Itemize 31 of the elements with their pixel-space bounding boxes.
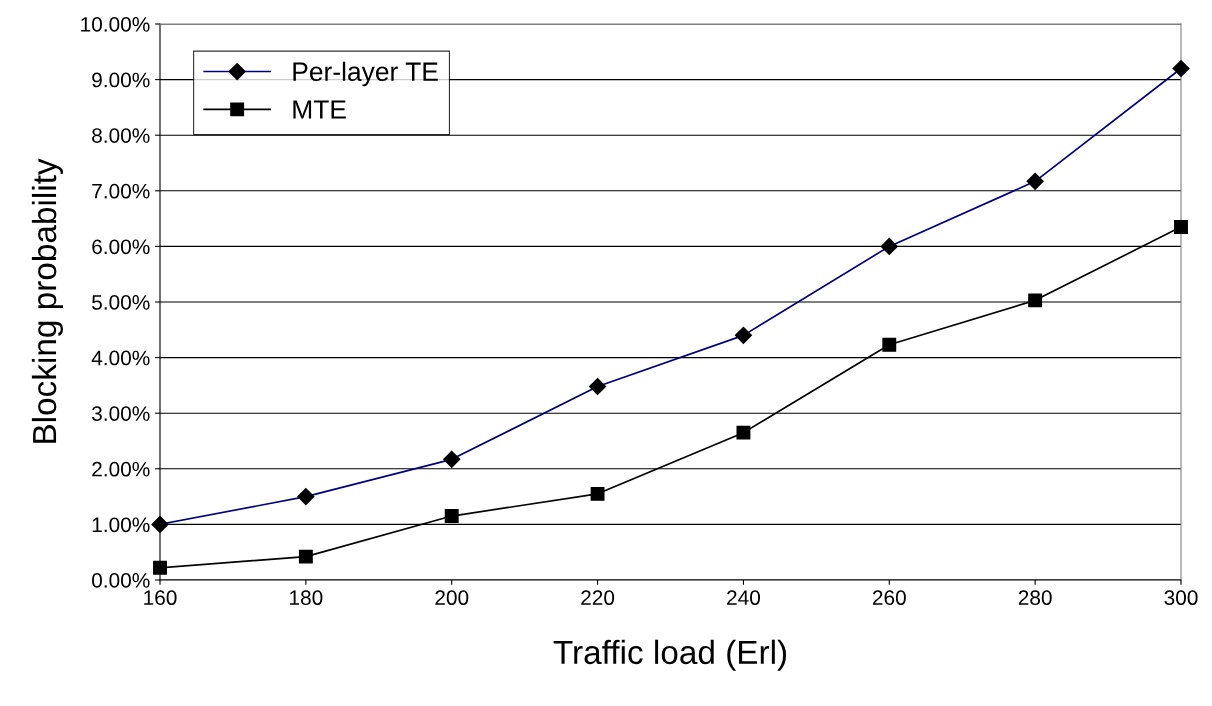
y-tick-label: 2.00% (92, 461, 150, 477)
y-tick-label: 6.00% (92, 239, 150, 255)
x-tick-label: 260 (872, 590, 906, 606)
x-tick-label: 180 (290, 590, 323, 606)
point (298, 549, 313, 564)
point (882, 337, 897, 352)
y-tick-label: 3.00% (92, 406, 150, 421)
x-axis-title: Traffic load (Erl) (553, 639, 787, 671)
x-tick-label: 160 (144, 590, 177, 606)
point (736, 425, 751, 440)
x-tick-label: 300 (1164, 590, 1198, 606)
y-tick-label: 4.00% (91, 350, 150, 366)
y-tick-label: 7.00% (92, 183, 150, 199)
x-tick-label: 280 (1018, 590, 1052, 606)
point (444, 509, 459, 524)
legend-label: MTE (293, 100, 346, 119)
y-tick-label: 9.00% (92, 72, 150, 88)
x-tick-label: 200 (435, 590, 469, 606)
point (590, 486, 605, 501)
point (1174, 219, 1188, 234)
y-tick-label: 1.00% (92, 517, 150, 533)
legend-label: Per-layer TE (293, 61, 438, 87)
y-tick-label: 5.00% (92, 295, 150, 310)
x-tick-label: 220 (581, 590, 615, 606)
point (1028, 293, 1043, 308)
x-tick-label: 240 (727, 590, 760, 606)
y-tick-label: 0.00% (92, 573, 150, 588)
y-axis-title: Blocking probability (31, 158, 63, 443)
y-tick-label: 10.00% (81, 17, 150, 32)
point (153, 560, 167, 575)
y-tick-label: 8.00% (92, 128, 150, 143)
